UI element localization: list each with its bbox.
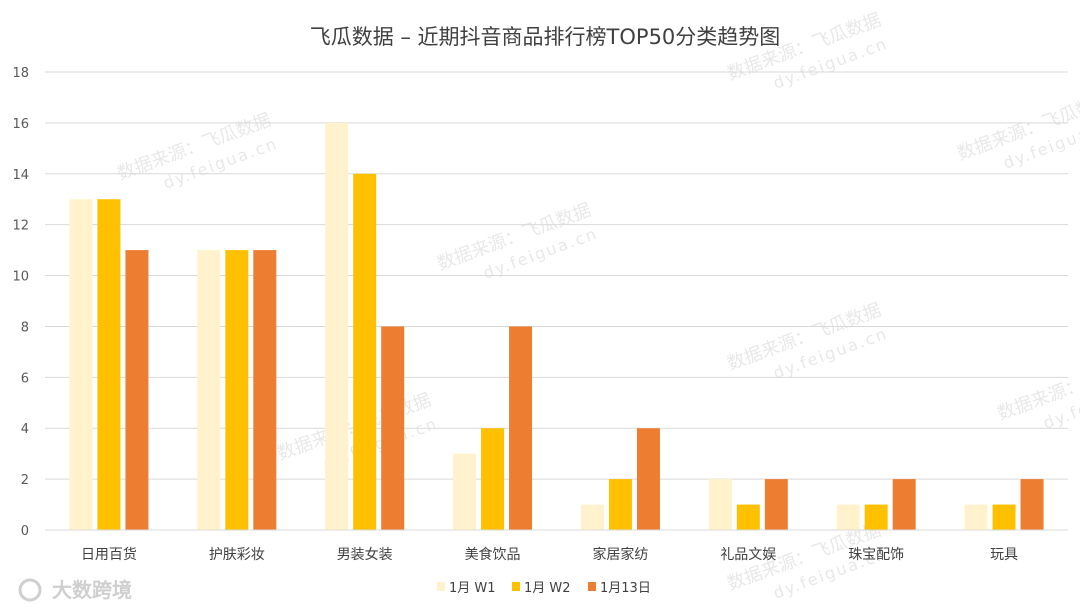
x-tick-label: 美食饮品 [465,546,521,563]
x-axis-labels: 日用百货 护肤彩妆 男装女装 美食饮品 家居家纺 礼品文娱 珠宝配饰 玩具 [81,546,1018,563]
bar [253,250,277,530]
legend-label: 1月 W2 [524,581,571,596]
y-tick-label: 8 [21,320,29,335]
bar [864,504,888,530]
brand-logo-icon [18,578,42,602]
x-tick-label: 家居家纺 [592,546,648,563]
bar [453,453,477,530]
x-tick-label: 男装女装 [337,546,393,563]
bar [381,326,405,530]
bars [69,122,1044,530]
bar [225,250,249,530]
bar [125,250,149,530]
y-tick-label: 16 [12,117,29,132]
bar [69,199,93,530]
y-tick-label: 2 [21,473,29,488]
legend-swatch [512,582,520,591]
y-tick-label: 6 [21,371,29,386]
legend-label: 1月13日 [600,581,651,596]
bar [764,479,788,530]
x-tick-label: 珠宝配饰 [848,547,904,563]
legend: 1月 W1 1月 W2 1月13日 [437,581,651,596]
bar [580,504,604,530]
brand-logo: 大数跨境 [18,578,132,602]
y-tick-label: 12 [12,219,29,234]
legend-swatch [437,582,445,591]
bar [325,122,349,530]
bar [608,479,632,530]
x-tick-label: 日用百货 [81,546,137,563]
bar [992,504,1016,530]
y-tick-label: 14 [12,168,29,183]
y-tick-label: 4 [21,422,29,437]
bar [197,250,221,530]
legend-swatch [588,582,596,591]
bar [97,199,121,530]
bar [636,428,660,530]
x-tick-label: 护肤彩妆 [209,547,265,563]
y-tick-label: 10 [12,270,29,285]
bar [353,173,377,530]
y-axis-ticks: 0 2 4 6 8 10 12 14 16 18 [12,66,29,539]
y-tick-label: 0 [21,524,29,539]
legend-label: 1月 W1 [449,581,496,596]
bar [1020,479,1044,530]
x-tick-label: 玩具 [990,547,1018,563]
bar [509,326,533,530]
brand-text: 大数跨境 [52,578,132,602]
bar [481,428,505,530]
chart-title: 飞瓜数据 – 近期抖音商品排行榜TOP50分类趋势图 [310,25,781,49]
bar [836,504,860,530]
bar [964,504,988,530]
bar [736,504,760,530]
bar [892,479,916,530]
y-tick-label: 18 [12,66,29,81]
bar [708,479,732,530]
x-tick-label: 礼品文娱 [720,547,776,563]
